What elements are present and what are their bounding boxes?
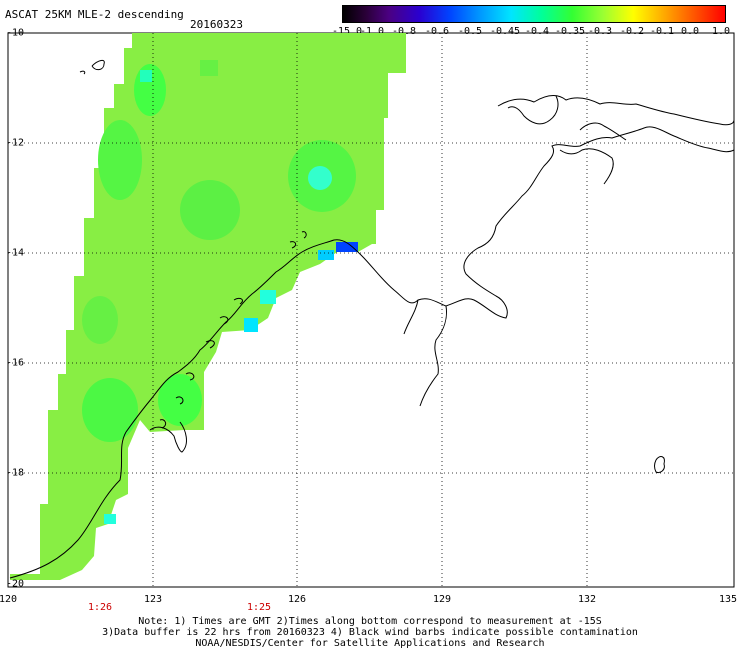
x-tick-label: 120 bbox=[0, 594, 18, 605]
map-date: 20160323 bbox=[190, 18, 243, 31]
swath-cyan-patch bbox=[318, 250, 334, 260]
island-melville bbox=[91, 59, 105, 71]
colorbar-label: -0.8 bbox=[391, 26, 417, 37]
swath-green-patch bbox=[180, 180, 240, 240]
colorbar-label: -0.1 bbox=[649, 26, 675, 37]
swath-green-patch bbox=[82, 378, 138, 442]
pass-time: 1:26 bbox=[87, 602, 113, 613]
y-tick-label: -20 bbox=[6, 578, 25, 590]
island-groote bbox=[654, 456, 665, 473]
y-tick-label: -10 bbox=[6, 27, 25, 39]
coastline-peninsula bbox=[149, 421, 187, 453]
colorbar-label: -0.6 bbox=[424, 26, 450, 37]
colorbar-label: -15.0 bbox=[331, 26, 363, 37]
colorbar-label: -1.0 bbox=[359, 26, 385, 37]
swath-cyan-patch bbox=[260, 290, 276, 304]
colorbar-label: 1.0 bbox=[711, 26, 731, 37]
coastline-arnhem bbox=[497, 95, 735, 126]
swath-green-patch bbox=[82, 296, 118, 344]
swath-green-patch bbox=[200, 60, 218, 76]
colorbar bbox=[342, 5, 726, 23]
coastline-cobourg bbox=[559, 148, 614, 185]
y-tick-label: -18 bbox=[6, 467, 25, 479]
footer-note-1: Note: 1) Times are GMT 2)Times along bot… bbox=[138, 616, 602, 627]
pass-time: 1:25 bbox=[246, 602, 272, 613]
y-tick-label: -12 bbox=[6, 137, 25, 149]
swath-cyan-patch bbox=[104, 514, 116, 524]
colorbar-label: -0.3 bbox=[587, 26, 613, 37]
swath-cyan-patch bbox=[308, 166, 332, 190]
x-tick-label: 123 bbox=[143, 594, 163, 605]
coastline-gulf bbox=[403, 299, 447, 407]
swath-cyan-patch bbox=[244, 318, 258, 332]
coastlines bbox=[9, 59, 735, 579]
swath-data bbox=[10, 33, 406, 580]
footer-note-3: NOAA/NESDIS/Center for Satellite Applica… bbox=[195, 638, 545, 649]
y-tick-label: -16 bbox=[6, 357, 25, 369]
colorbar-label: -0.5 bbox=[457, 26, 483, 37]
colorbar-label: 0.0 bbox=[680, 26, 700, 37]
x-tick-label: 132 bbox=[577, 594, 597, 605]
coastline-kimberley bbox=[9, 126, 735, 579]
swath-green-patch bbox=[158, 374, 202, 426]
island-small bbox=[79, 70, 86, 75]
colorbar-label: -0.35 bbox=[554, 26, 586, 37]
x-tick-label: 135 bbox=[718, 594, 738, 605]
swath-cyan-patch bbox=[140, 70, 152, 82]
coastline-wessel bbox=[579, 122, 627, 141]
swath-blue-patch bbox=[336, 242, 358, 252]
footer-note-2: 3)Data buffer is 22 hrs from 20160323 4)… bbox=[102, 627, 638, 638]
coastline-north-island bbox=[507, 95, 559, 125]
x-tick-label: 129 bbox=[432, 594, 452, 605]
y-tick-label: -14 bbox=[6, 247, 25, 259]
colorbar-label: -0.4 bbox=[524, 26, 550, 37]
x-tick-label: 126 bbox=[287, 594, 307, 605]
map-title: ASCAT 25KM MLE-2 descending bbox=[5, 8, 184, 21]
swath-region bbox=[10, 33, 406, 580]
colorbar-label: -0.2 bbox=[619, 26, 645, 37]
coastline-islands-west bbox=[159, 231, 307, 429]
swath-green-patch bbox=[98, 120, 142, 200]
colorbar-label: -0.45 bbox=[489, 26, 521, 37]
